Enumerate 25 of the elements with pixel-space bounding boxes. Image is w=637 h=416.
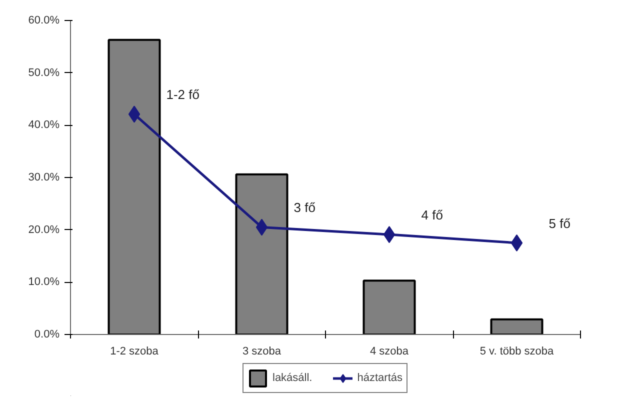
x-tick-label: 3 szoba	[242, 346, 282, 358]
y-tick-label: 30.0%	[28, 172, 60, 184]
x-tick-label: 4 szoba	[370, 346, 410, 358]
y-tick-label: 50.0%	[28, 66, 60, 79]
point	[510, 234, 523, 252]
bar	[362, 280, 416, 334]
point	[128, 106, 140, 123]
legend-label: lakásáll.	[272, 372, 312, 384]
annotation: 4 fő	[421, 208, 443, 223]
y-tick-label: 20.0%	[28, 224, 60, 236]
bar	[490, 318, 544, 334]
annotation: 3 fő	[294, 200, 316, 216]
annotation: 1-2 fő	[166, 87, 200, 102]
x-tick-label: 1-2 szoba	[110, 346, 160, 358]
bar	[235, 173, 288, 334]
bar	[108, 38, 161, 334]
point	[256, 218, 268, 236]
y-tick-label: 40.0%	[28, 119, 60, 132]
y-tick-label: 0.0%	[34, 328, 60, 340]
annotation: 5 fő	[548, 216, 570, 231]
x-tick-label: 5 v. több szoba	[480, 346, 555, 358]
y-tick-label: 60.0%	[28, 14, 60, 26]
legend-label: háztartás	[357, 372, 402, 384]
point	[383, 226, 396, 244]
y-tick-label: 10.0%	[28, 276, 60, 288]
